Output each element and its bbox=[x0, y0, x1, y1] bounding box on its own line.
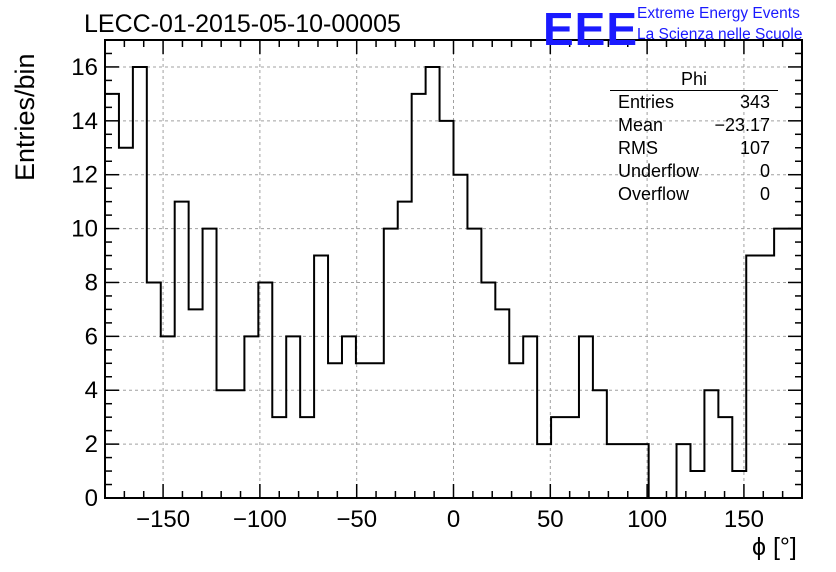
histogram-bin bbox=[774, 229, 788, 498]
stats-box: Phi Entries 343 Mean −23.17 RMS 107 Unde… bbox=[610, 68, 778, 206]
histogram-bin bbox=[203, 229, 217, 498]
y-tick-label: 0 bbox=[85, 485, 98, 512]
histogram-bin bbox=[426, 67, 440, 498]
axis-ticks bbox=[105, 39, 802, 499]
x-tick-label: 100 bbox=[627, 506, 667, 533]
histogram-bin bbox=[412, 94, 426, 498]
y-axis-label-text: Entries/bin bbox=[10, 53, 40, 181]
x-tick-label: 50 bbox=[537, 506, 564, 533]
stats-label: Entries bbox=[618, 92, 675, 112]
histogram-bin bbox=[760, 256, 774, 498]
histogram-bin bbox=[328, 363, 342, 498]
histogram-bin bbox=[509, 363, 523, 498]
chart-title: LECC-01-2015-05-10-00005 bbox=[84, 10, 401, 38]
histogram-bin bbox=[258, 282, 272, 498]
y-tick-label: 16 bbox=[71, 54, 98, 81]
stats-row-mean: Mean −23.17 bbox=[610, 114, 778, 137]
histogram-bin bbox=[286, 336, 300, 498]
eee-logo-mark: EEE bbox=[543, 3, 639, 55]
logo-line-1: Extreme Energy Events bbox=[637, 5, 800, 22]
histogram-bin bbox=[133, 67, 147, 498]
histogram-bin bbox=[189, 309, 203, 498]
stats-label: Mean bbox=[618, 115, 664, 135]
histogram-bin bbox=[356, 363, 370, 498]
stats-label: Overflow bbox=[618, 184, 690, 204]
histogram-bin bbox=[607, 444, 621, 498]
axis-tick-labels: −150 −100 −50 0 50 100 150 0 2 4 6 8 10 12 14 16 bbox=[71, 54, 764, 533]
histogram-bin bbox=[523, 336, 537, 498]
histogram-bin bbox=[272, 417, 286, 498]
histogram-bin bbox=[230, 390, 244, 498]
x-tick-label: 150 bbox=[724, 506, 764, 533]
histogram-bin bbox=[398, 202, 412, 498]
histogram-bin bbox=[467, 229, 481, 498]
histogram-bin bbox=[677, 444, 691, 498]
stats-row-underflow: Underflow 0 bbox=[610, 160, 778, 183]
x-tick-label: −150 bbox=[136, 506, 190, 533]
y-axis-label: Entries/bin bbox=[8, 53, 40, 215]
x-axis-label: ϕ [°] bbox=[752, 533, 797, 561]
histogram-bin bbox=[440, 121, 454, 498]
histogram-bin bbox=[579, 336, 593, 498]
x-tick-label: 0 bbox=[447, 506, 460, 533]
y-tick-label: 2 bbox=[85, 431, 98, 458]
stats-value: 0 bbox=[759, 184, 770, 204]
histogram-bin bbox=[342, 336, 356, 498]
histogram-bin bbox=[175, 202, 189, 498]
y-tick-label: 14 bbox=[71, 108, 98, 135]
histogram-bin bbox=[244, 336, 258, 498]
histogram-bin bbox=[565, 417, 579, 498]
histogram-bin bbox=[314, 256, 328, 498]
histogram-bin bbox=[147, 282, 161, 498]
stats-row-overflow: Overflow 0 bbox=[610, 183, 778, 206]
stats-value: −23.17 bbox=[714, 115, 770, 135]
y-tick-label: 10 bbox=[71, 216, 98, 243]
stats-label: RMS bbox=[618, 138, 658, 158]
stats-label: Underflow bbox=[618, 161, 700, 181]
stats-row-rms: RMS 107 bbox=[610, 137, 778, 160]
histogram-bin bbox=[593, 390, 607, 498]
histogram-bin bbox=[300, 417, 314, 498]
histogram-series-line bbox=[105, 65, 802, 499]
stats-title: Phi bbox=[610, 68, 778, 91]
stats-value: 343 bbox=[739, 92, 770, 112]
histogram-bin bbox=[621, 444, 635, 498]
histogram-bin bbox=[704, 390, 718, 498]
x-tick-label: −50 bbox=[336, 506, 377, 533]
histogram-bin bbox=[370, 363, 384, 498]
y-tick-label: 12 bbox=[71, 162, 98, 189]
y-tick-label: 8 bbox=[85, 269, 98, 296]
x-tick-label: −100 bbox=[233, 506, 287, 533]
histogram-bin bbox=[217, 390, 231, 498]
histogram-bin bbox=[454, 175, 468, 498]
histogram-bin bbox=[718, 417, 732, 498]
histogram-bin bbox=[551, 417, 565, 498]
logo-line-2: La Scienza nelle Scuole bbox=[637, 26, 803, 43]
histogram-bin bbox=[384, 229, 398, 498]
stats-row-entries: Entries 343 bbox=[610, 91, 778, 114]
histogram-bin bbox=[119, 148, 133, 498]
y-tick-label: 4 bbox=[85, 377, 98, 404]
histogram-bin bbox=[537, 444, 551, 498]
histogram-bin bbox=[481, 282, 495, 498]
histogram-bin bbox=[161, 336, 175, 498]
stats-value: 0 bbox=[759, 161, 770, 181]
histogram-bin bbox=[690, 471, 704, 498]
histogram-bin bbox=[746, 256, 760, 498]
histogram-bin bbox=[495, 309, 509, 498]
stats-value: 107 bbox=[739, 138, 770, 158]
y-tick-label: 6 bbox=[85, 323, 98, 350]
